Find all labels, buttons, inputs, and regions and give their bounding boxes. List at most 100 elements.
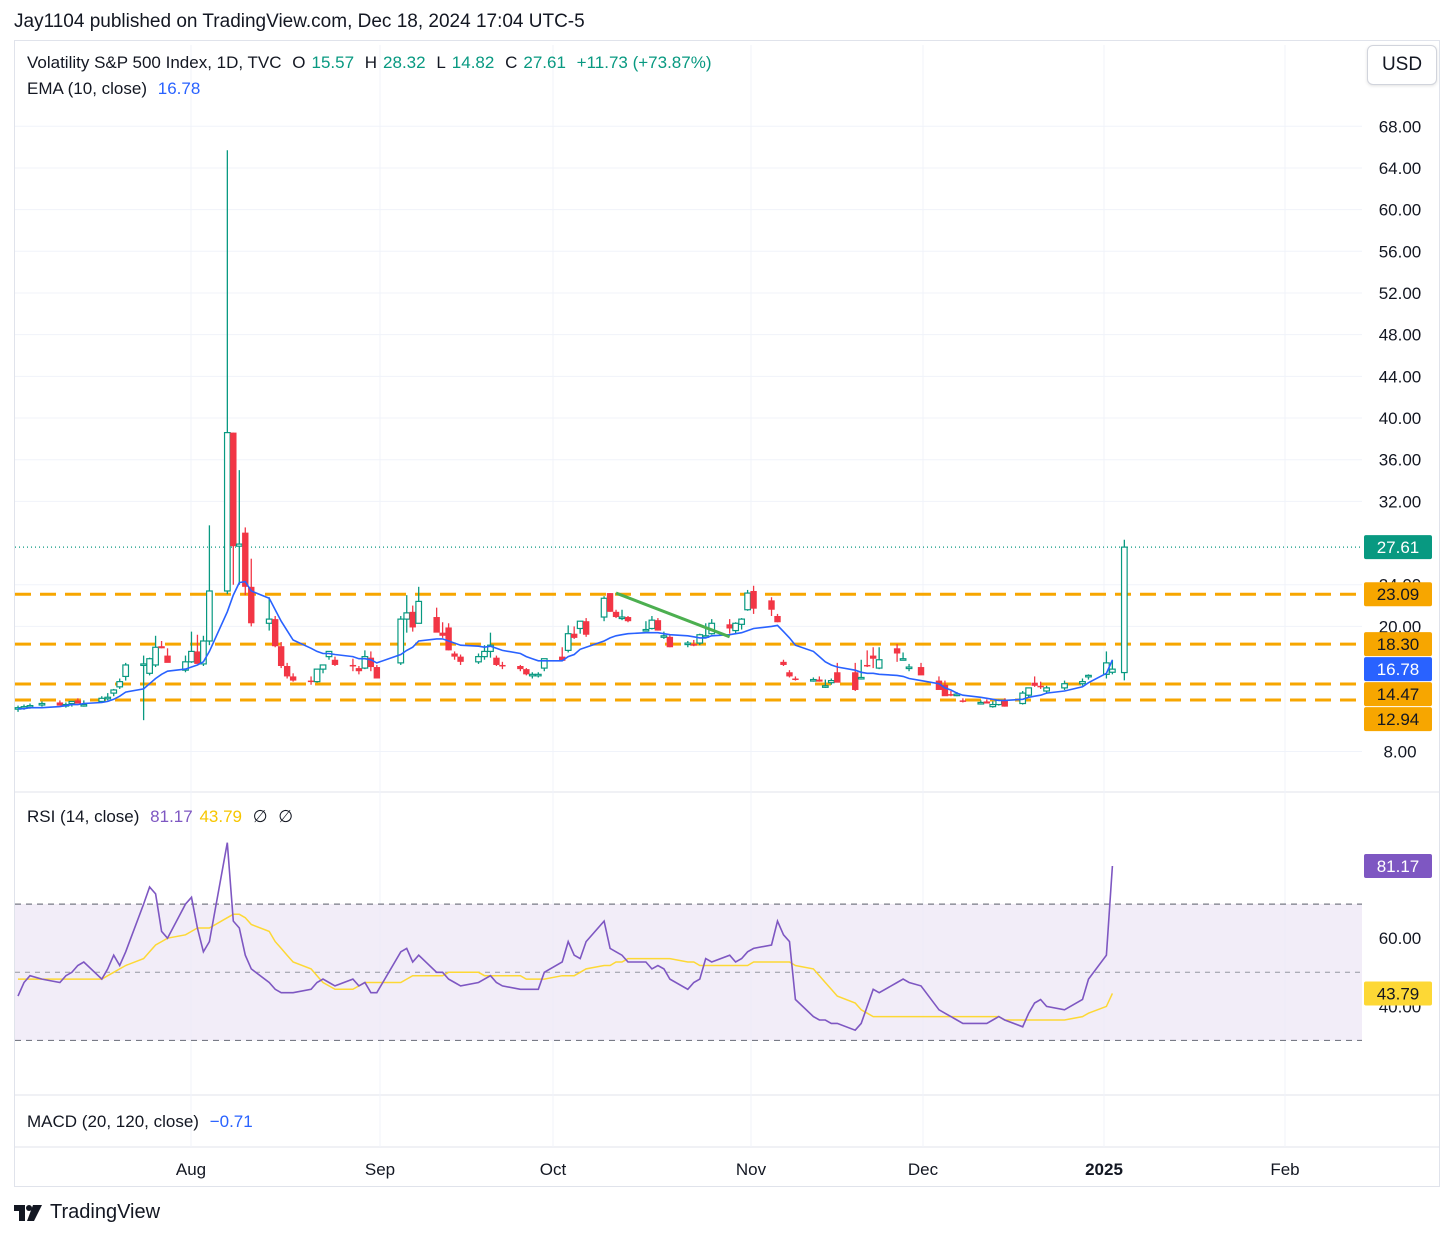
candle-body — [439, 632, 446, 636]
candle — [319, 664, 327, 674]
candle — [959, 698, 967, 703]
candle-body — [947, 694, 955, 696]
price-label-box — [1364, 535, 1432, 560]
candle-body — [1037, 685, 1044, 688]
rsi-na-value-1: ∅ — [252, 807, 268, 826]
candle-body — [864, 664, 871, 667]
currency-button[interactable]: USD — [1367, 45, 1437, 85]
candle — [612, 609, 620, 619]
candle — [786, 670, 793, 678]
footer-brand[interactable]: TradingView — [14, 1201, 160, 1224]
rsi-y-tick-label: 60.00 — [1379, 929, 1422, 948]
price-label-last: 27.61 — [1364, 535, 1432, 560]
x-tick-label: Aug — [176, 1160, 206, 1179]
price-label-box — [1364, 657, 1432, 682]
candle — [331, 656, 339, 667]
candle-body — [816, 679, 823, 682]
price-label-box — [1364, 632, 1432, 657]
candle — [809, 677, 817, 682]
candle-body — [857, 676, 865, 680]
candle — [1019, 691, 1027, 705]
candle — [947, 691, 955, 697]
candle — [1108, 659, 1116, 675]
candle — [271, 615, 279, 648]
candle — [708, 619, 716, 635]
symbol-title[interactable]: Volatility S&P 500 Index, 1D, TVC — [27, 53, 282, 72]
close-label: C — [505, 53, 518, 72]
candle — [726, 619, 733, 634]
candle-body — [158, 646, 165, 649]
brand-name: TradingView — [50, 1201, 161, 1223]
price-label-text: 18.30 — [1377, 635, 1420, 654]
candle-body — [517, 666, 524, 670]
candle-body — [690, 644, 697, 646]
candle — [582, 618, 590, 637]
candle — [38, 701, 46, 707]
open-label: O — [292, 53, 306, 72]
candle-body — [834, 672, 841, 683]
candle-body — [570, 633, 578, 638]
candle — [242, 527, 249, 596]
candle-body — [1001, 700, 1008, 707]
ema-legend[interactable]: EMA (10, close) 16.78 — [27, 79, 206, 99]
candle-body — [523, 669, 530, 675]
candle-body — [528, 673, 536, 677]
candle-body — [1079, 681, 1086, 685]
candle-body — [696, 634, 704, 644]
macd-legend[interactable]: MACD (20, 120, close) −0.71 — [27, 1112, 259, 1132]
candle-body — [433, 617, 440, 633]
price-label-text: 43.79 — [1377, 984, 1420, 1003]
candle — [564, 625, 572, 653]
candle — [983, 699, 990, 704]
candle — [875, 647, 883, 670]
candle-body — [941, 684, 949, 697]
rsi-legend[interactable]: RSI (14, close) 81.17 43.79 ∅ ∅ — [27, 807, 299, 827]
candle — [540, 658, 548, 672]
x-tick-label: 2025 — [1085, 1160, 1123, 1179]
candle — [893, 644, 901, 662]
candle — [1061, 680, 1068, 690]
candle — [158, 640, 165, 649]
candle — [493, 655, 500, 667]
candle — [325, 650, 333, 660]
y-tick-label: 40.00 — [1379, 409, 1422, 428]
price-label-text: 16.78 — [1377, 660, 1420, 679]
y-tick-label: 48.00 — [1379, 326, 1422, 345]
ohlc-close: C 27.61 — [505, 53, 566, 72]
candle — [523, 668, 530, 676]
candle-body — [893, 648, 901, 654]
high-label: H — [364, 53, 378, 72]
candle — [277, 642, 285, 669]
price-label-level: 14.47 — [1364, 682, 1432, 707]
candle — [1031, 676, 1038, 687]
candle — [576, 620, 584, 634]
candle — [1079, 678, 1086, 686]
candle-body — [403, 612, 411, 620]
candle-body — [242, 532, 249, 587]
candle — [283, 662, 291, 679]
candle-body — [582, 621, 590, 635]
ema-label: EMA (10, close) — [27, 79, 147, 98]
candle-body — [307, 680, 315, 683]
candle — [792, 676, 799, 681]
candle-body — [248, 586, 255, 624]
candle-body — [493, 657, 500, 665]
candle-body — [164, 655, 171, 663]
candle-body — [487, 644, 494, 653]
candle-body — [666, 636, 674, 648]
candle — [684, 640, 692, 648]
rsi-line — [17, 842, 1114, 1032]
candle — [188, 631, 195, 663]
x-tick-label: Sep — [365, 1160, 395, 1179]
candle — [989, 701, 997, 708]
candle — [397, 615, 405, 665]
candle — [864, 650, 871, 668]
candle — [499, 661, 506, 670]
candle — [1085, 674, 1092, 680]
candle-body — [349, 664, 357, 667]
candle — [74, 698, 82, 704]
open-value: 15.57 — [311, 53, 355, 72]
candle — [445, 623, 452, 651]
price-label-box — [1364, 981, 1432, 1006]
